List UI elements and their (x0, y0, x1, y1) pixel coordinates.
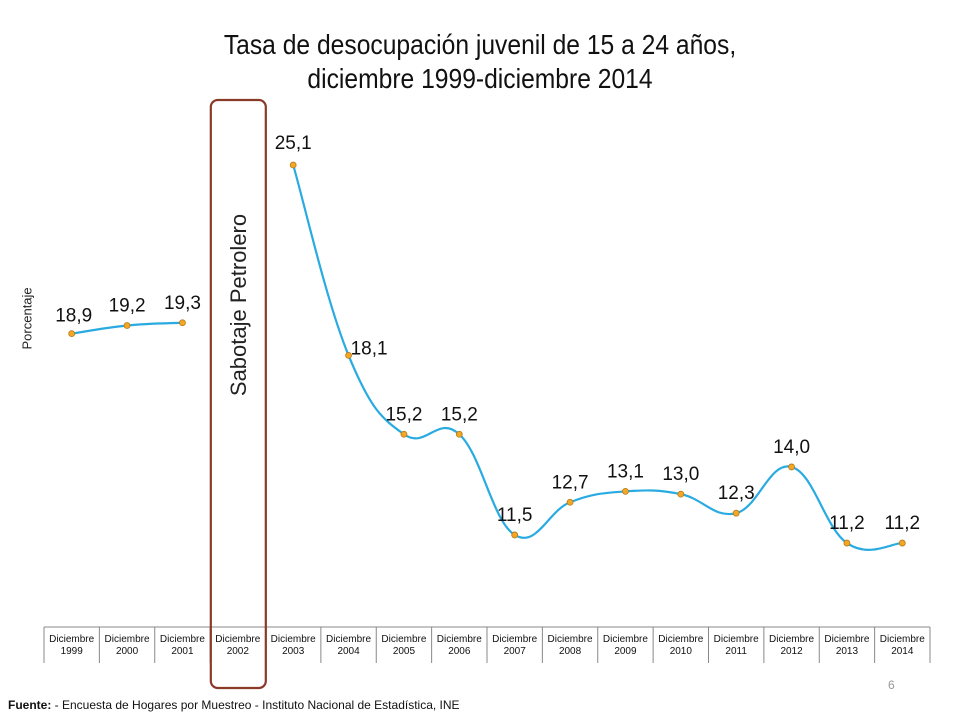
data-label: 13,1 (607, 461, 644, 482)
data-label: 25,1 (275, 133, 312, 154)
data-label: 19,3 (164, 293, 201, 314)
x-tick-label: Diciembre 2001 (160, 634, 205, 657)
x-tick-label: Diciembre 2005 (381, 634, 426, 657)
data-label: 14,0 (773, 437, 810, 458)
sabotaje-highlight-box (209, 98, 267, 690)
data-label: 18,1 (351, 338, 388, 359)
chart-title-line-2: diciembre 1999-diciembre 2014 (307, 63, 653, 94)
source-text: - Encuesta de Hogares por Muestreo - Ins… (51, 698, 460, 712)
x-tick-label: Diciembre 2008 (548, 634, 593, 657)
x-tick-label: Diciembre 1999 (49, 634, 94, 657)
annotation-label: Sabotaje Petrolero (226, 214, 251, 396)
chart-title-line-1: Tasa de desocupación juvenil de 15 a 24 … (223, 29, 737, 60)
data-label: 12,3 (718, 483, 755, 504)
x-tick-label: Diciembre 2007 (492, 634, 537, 657)
data-label: 11,2 (829, 513, 865, 534)
source-note: Fuente: - Encuesta de Hogares por Muestr… (8, 698, 460, 712)
data-point (898, 539, 906, 547)
data-point (68, 330, 76, 338)
data-point (843, 539, 851, 547)
x-tick-label: Diciembre 2000 (105, 634, 150, 657)
data-label: 11,2 (885, 513, 921, 534)
data-point (455, 430, 463, 438)
data-point (289, 161, 297, 169)
x-tick-label: Diciembre 2003 (271, 634, 316, 657)
data-point (732, 509, 740, 517)
data-point (788, 463, 795, 471)
data-point (511, 531, 519, 539)
data-point (179, 319, 186, 327)
data-point (677, 490, 685, 498)
source-label: Fuente: (8, 698, 52, 712)
page-number: 6 (888, 678, 895, 692)
data-point (400, 430, 408, 438)
data-label: 11,5 (497, 505, 533, 526)
x-tick-label: Diciembre 2011 (714, 634, 759, 657)
data-label: 13,0 (662, 464, 699, 485)
data-point (123, 322, 131, 329)
data-point (345, 351, 352, 359)
x-tick-label: Diciembre 2006 (437, 634, 482, 657)
x-tick-label: Diciembre 2002 (215, 634, 260, 657)
x-tick-label: Diciembre 2013 (824, 634, 869, 657)
data-label: 12,7 (552, 472, 589, 493)
data-label: 18,9 (55, 306, 92, 327)
x-tick-label: Diciembre 2012 (769, 634, 814, 657)
x-tick-label: Diciembre 2009 (603, 634, 648, 657)
x-tick-label: Diciembre 2010 (658, 634, 703, 657)
data-point (566, 498, 574, 506)
data-point (622, 487, 629, 495)
data-label: 19,2 (109, 295, 146, 316)
x-tick-label: Diciembre 2014 (880, 634, 925, 657)
chart-title: Tasa de desocupación juvenil de 15 a 24 … (172, 28, 788, 96)
x-tick-label: Diciembre 2004 (326, 634, 371, 657)
data-label: 15,2 (385, 404, 422, 425)
data-label: 15,2 (441, 404, 478, 425)
